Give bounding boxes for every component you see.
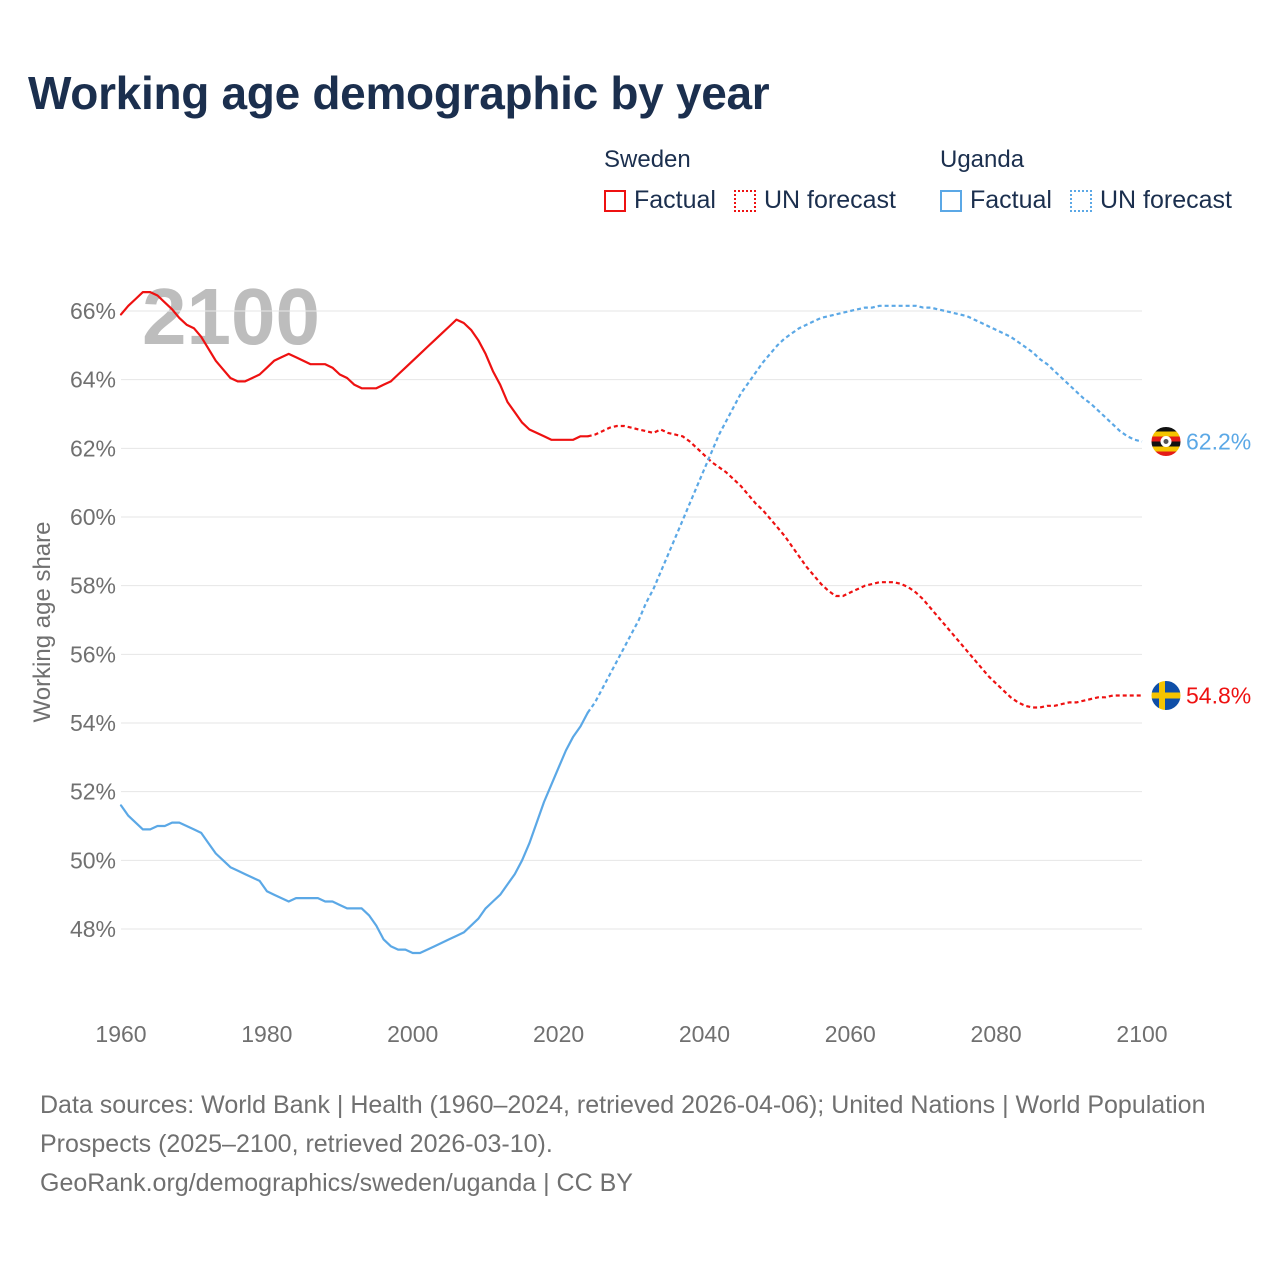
x-tick-label: 2020	[533, 1021, 584, 1047]
attribution-link[interactable]: GeoRank.org/demographics/sweden/uganda |…	[40, 1169, 633, 1197]
legend-item-sweden-forecast[interactable]: UN forecast	[733, 186, 896, 215]
legend-swatch-uganda-forecast	[1069, 189, 1092, 212]
legend-label-sweden-factual: Factual	[634, 186, 716, 214]
y-tick-label: 50%	[70, 847, 116, 873]
chart-title: Working age demographic by year	[28, 67, 770, 119]
y-tick-label: 52%	[70, 779, 116, 805]
legend-label-uganda-forecast: UN forecast	[1099, 186, 1232, 214]
x-tick-label: 2040	[679, 1021, 730, 1047]
footer: Data sources: World Bank | Health (1960–…	[40, 1086, 1240, 1203]
x-tick-label: 2100	[1116, 1021, 1167, 1047]
sweden-forecast-line	[587, 424, 1142, 709]
sweden-end-label: 54.8%	[1186, 683, 1251, 709]
legend-item-uganda-factual[interactable]: Factual	[940, 186, 1052, 215]
y-axis-title: Working age share	[29, 522, 56, 723]
uganda-forecast-line	[586, 304, 1143, 714]
y-tick-label: 56%	[70, 641, 116, 667]
y-tick-label: 48%	[70, 916, 116, 942]
legend-item-sweden-factual[interactable]: Factual	[604, 186, 716, 215]
legend-group-uganda: Uganda Factual UN forecast	[940, 144, 1232, 215]
y-tick-label: 54%	[70, 710, 116, 736]
legend-swatch-sweden-factual	[604, 189, 626, 212]
sweden-factual-line	[119, 291, 589, 441]
x-tick-label: 2060	[825, 1021, 876, 1047]
legend-label-sweden-forecast: UN forecast	[763, 186, 896, 214]
y-tick-label: 64%	[70, 367, 116, 393]
legend-label-uganda-factual: Factual	[970, 186, 1052, 214]
x-tick-label: 2000	[387, 1021, 438, 1047]
y-tick-label: 66%	[70, 298, 116, 324]
x-tick-label: 2080	[971, 1021, 1022, 1047]
uganda-flag-icon	[1150, 426, 1182, 457]
x-tick-label: 1980	[241, 1021, 292, 1047]
year-watermark: 2100	[142, 272, 320, 361]
legend-swatch-sweden-forecast	[733, 189, 756, 212]
legend-group-title-uganda: Uganda	[940, 146, 1025, 173]
y-tick-label: 60%	[70, 504, 116, 530]
x-tick-label: 1960	[95, 1021, 146, 1047]
sweden-flag-icon	[1150, 680, 1182, 711]
legend-group-sweden: Sweden Factual UN forecast	[604, 144, 914, 215]
uganda-end-label: 62.2%	[1186, 428, 1251, 454]
legend-item-uganda-forecast[interactable]: UN forecast	[1069, 186, 1232, 215]
uganda-factual-line	[119, 711, 589, 955]
data-sources-text: Data sources: World Bank | Health (1960–…	[40, 1091, 1206, 1158]
y-tick-label: 58%	[70, 573, 116, 599]
legend-group-title-sweden: Sweden	[604, 146, 691, 173]
y-tick-label: 62%	[70, 435, 116, 461]
legend-swatch-uganda-factual	[940, 189, 962, 212]
